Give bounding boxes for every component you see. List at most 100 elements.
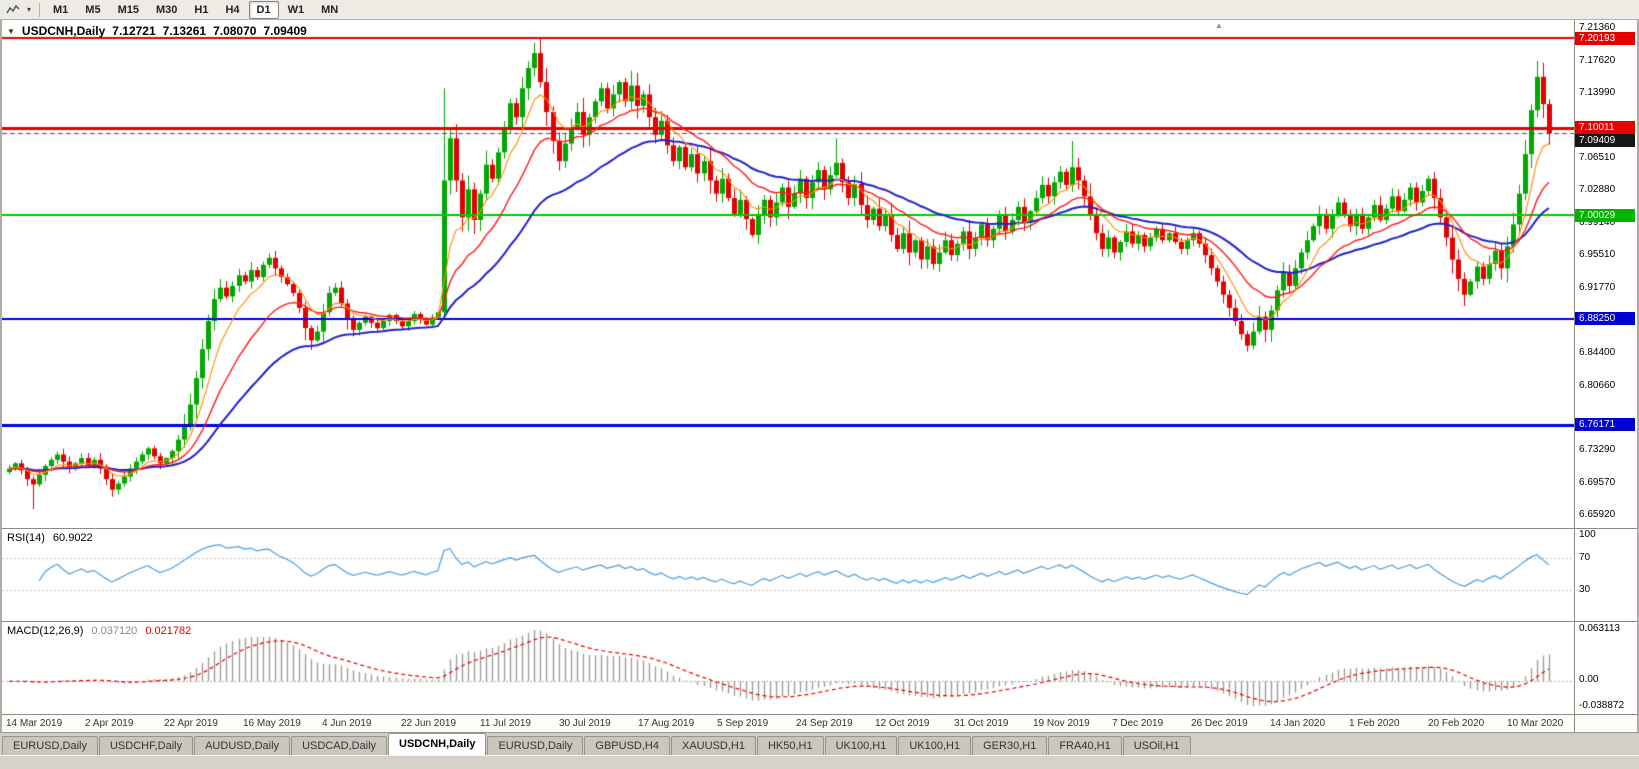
ohlc-close: 7.09409	[263, 24, 307, 38]
indicator-axis-tick: 0.00	[1579, 674, 1599, 686]
chart-tab-usdcad-daily[interactable]: USDCAD,Daily	[291, 736, 388, 755]
chart-type-icon[interactable]	[3, 2, 23, 18]
panel-separator[interactable]	[2, 714, 1637, 715]
time-axis-label: 1 Feb 2020	[1349, 718, 1400, 729]
chart-tab-usdchf-daily[interactable]: USDCHF,Daily	[98, 736, 194, 755]
indicator-axis-tick: 0.063113	[1579, 623, 1620, 634]
price-chart-canvas[interactable]	[2, 20, 1574, 528]
status-bar	[0, 755, 1639, 769]
chart-tab-uk100-h1[interactable]: UK100,H1	[824, 736, 898, 755]
chart-title: ▼ USDCNH,Daily 7.12721 7.13261 7.08070 7…	[7, 24, 307, 38]
rsi-value: 60.9022	[52, 532, 93, 544]
time-axis-label: 14 Jan 2020	[1270, 718, 1326, 729]
chart-tab-xauusd-h1[interactable]: XAUUSD,H1	[670, 736, 756, 755]
chart-tab-usoil-h1[interactable]: USOil,H1	[1122, 736, 1191, 755]
chart-menu-icon[interactable]: ▼	[7, 26, 15, 36]
time-axis-label: 22 Jun 2019	[401, 718, 457, 729]
price-axis-tick: 6.84400	[1579, 346, 1616, 358]
time-axis-label: 2 Apr 2019	[85, 718, 134, 729]
chart-symbol-period: USDCNH,Daily	[21, 24, 106, 38]
price-axis-tick: 6.95510	[1579, 249, 1616, 261]
indicator-axis-tick: -0.038872	[1579, 700, 1625, 711]
price-axis-tick: 6.65920	[1579, 509, 1616, 520]
time-axis-label: 20 Feb 2020	[1428, 718, 1485, 729]
chart-tab-eurusd-daily[interactable]: EURUSD,Daily	[2, 736, 98, 755]
macd-indicator-label: MACD(12,26,9) 0.037120 0.021782	[7, 625, 191, 637]
time-axis-label: 16 May 2019	[243, 718, 301, 729]
rsi-panel: RSI(14) 60.9022 100 70 30	[2, 529, 1637, 621]
time-axis-label: 7 Dec 2019	[1112, 718, 1164, 729]
macd-label: MACD(12,26,9)	[7, 625, 84, 637]
rsi-canvas[interactable]	[2, 529, 1574, 621]
time-axis-label: 19 Nov 2019	[1033, 718, 1090, 729]
chart-tab-uk100-h1[interactable]: UK100,H1	[898, 736, 972, 755]
price-axis-tick: 6.99140	[1579, 217, 1616, 229]
chart-tab-fra40-h1[interactable]: FRA40,H1	[1048, 736, 1122, 755]
price-axis-separator	[1574, 20, 1575, 732]
price-axis-tick: 6.91770	[1579, 281, 1616, 293]
price-axis-tick: 7.06510	[1579, 152, 1616, 164]
rsi-label: RSI(14)	[7, 532, 45, 544]
time-axis-label: 14 Mar 2019	[6, 718, 63, 729]
timeframe-button-m15[interactable]: M15	[117, 3, 139, 16]
ohlc-open: 7.12721	[112, 24, 156, 38]
time-axis-label: 12 Oct 2019	[875, 718, 930, 729]
indicator-axis-tick: 100	[1579, 529, 1596, 540]
price-level-badge: 6.88250	[1575, 312, 1635, 326]
price-level-badge: 7.20193	[1575, 31, 1635, 45]
timeframe-buttons: M1 M5 M15 M30 H1 H4 D1 W1 MN	[45, 0, 347, 19]
chart-tab-audusd-daily[interactable]: AUDUSD,Daily	[194, 736, 291, 755]
toolbar-separator	[39, 2, 40, 17]
price-axis-tick: 7.17620	[1579, 54, 1616, 66]
time-axis-label: 5 Sep 2019	[717, 718, 769, 729]
time-axis-label: 11 Jul 2019	[480, 718, 531, 729]
time-axis-label: 17 Aug 2019	[638, 718, 695, 729]
timeframe-button-m5[interactable]: M5	[85, 3, 101, 16]
price-level-badge: 7.09409	[1575, 134, 1635, 148]
timeframe-button-d1[interactable]: D1	[248, 0, 279, 19]
timeframe-button-m1[interactable]: M1	[53, 3, 69, 16]
timeframe-toolbar: ▾ M1 M5 M15 M30 H1 H4 D1 W1 MN	[0, 0, 1639, 20]
price-axis-tick: 6.73290	[1579, 444, 1616, 456]
chart-tab-eurusd-daily[interactable]: EURUSD,Daily	[487, 736, 584, 755]
price-level-badge: 6.76171	[1575, 418, 1635, 432]
macd-panel: MACD(12,26,9) 0.037120 0.021782 0.063113…	[2, 622, 1637, 714]
timeframe-button-h1[interactable]: H1	[194, 3, 209, 16]
chart-shift-marker[interactable]: ▲	[1215, 21, 1223, 30]
time-axis-label: 4 Jun 2019	[322, 718, 372, 729]
time-axis-label: 22 Apr 2019	[164, 718, 218, 729]
price-axis-tick: 7.02880	[1579, 184, 1616, 196]
chart-tab-gbpusd-h4[interactable]: GBPUSD,H4	[584, 736, 670, 755]
chart-tab-usdcnh-daily[interactable]: USDCNH,Daily	[388, 733, 487, 755]
chart-tabs-bar: EURUSD,Daily USDCHF,Daily AUDUSD,Daily USDC…	[0, 732, 1639, 755]
panel-separator[interactable]	[2, 528, 1637, 529]
time-axis-label: 31 Oct 2019	[954, 718, 1009, 729]
time-axis-label: 10 Mar 2020	[1507, 718, 1564, 729]
timeframe-button-mn[interactable]: MN	[321, 3, 339, 16]
timeframe-button-w1[interactable]: W1	[287, 3, 305, 16]
price-axis-tick: 7.13990	[1579, 86, 1616, 98]
chart-type-dropdown-caret[interactable]: ▾	[26, 5, 31, 14]
chart-tab-ger30-h1[interactable]: GER30,H1	[972, 736, 1048, 755]
price-level-badge: 7.10011	[1575, 121, 1635, 135]
ohlc-high: 7.13261	[162, 24, 207, 38]
time-axis-label: 26 Dec 2019	[1191, 718, 1248, 729]
macd-canvas[interactable]	[2, 622, 1574, 714]
timeframe-button-m30[interactable]: M30	[155, 3, 178, 16]
panel-separator[interactable]	[2, 621, 1637, 622]
time-axis-label: 30 Jul 2019	[559, 718, 611, 729]
indicator-axis-tick: 30	[1579, 583, 1591, 595]
indicator-axis-tick: 70	[1579, 552, 1591, 564]
chart-tab-hk50-h1[interactable]: HK50,H1	[756, 736, 824, 755]
time-axis-label: 24 Sep 2019	[796, 718, 853, 729]
price-panel: ▼ USDCNH,Daily 7.12721 7.13261 7.08070 7…	[2, 20, 1637, 528]
chart-window: ▼ USDCNH,Daily 7.12721 7.13261 7.08070 7…	[0, 20, 1639, 732]
price-axis-tick: 6.80660	[1579, 379, 1616, 391]
price-axis-tick: 7.21360	[1579, 22, 1616, 33]
timeframe-button-h4[interactable]: H4	[225, 3, 240, 16]
time-axis[interactable]: 14 Mar 2019 2 Apr 2019 22 Apr 2019 16 May 2…	[2, 715, 1637, 732]
price-level-badge: 7.00029	[1575, 208, 1635, 222]
price-axis-tick: 6.69570	[1579, 476, 1616, 488]
macd-main-value: 0.037120	[91, 625, 138, 637]
